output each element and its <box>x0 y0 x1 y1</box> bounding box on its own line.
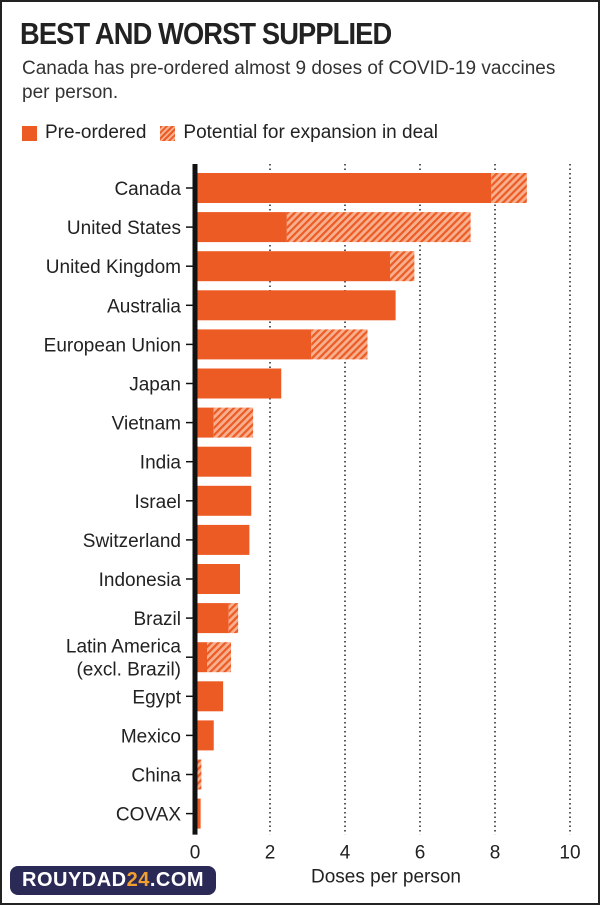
y-category-label: China <box>131 766 181 787</box>
bar-potential <box>213 407 254 438</box>
watermark-logo: ROUYDAD24.COM <box>10 866 217 895</box>
y-category-label: Australia <box>107 296 181 317</box>
legend-swatch-preordered <box>22 125 37 141</box>
bar-preordered <box>197 251 390 282</box>
chart-title: BEST AND WORST SUPPLIED <box>20 16 392 51</box>
bar-preordered <box>197 564 240 594</box>
x-tick-label: 6 <box>415 843 426 864</box>
bar-preordered <box>197 798 201 829</box>
bar-preordered <box>197 524 250 555</box>
y-category-label: Japan <box>129 375 181 396</box>
y-category-label: Latin America <box>66 637 182 658</box>
x-tick-label: 10 <box>559 843 580 864</box>
x-axis-label: Doses per person <box>311 867 461 888</box>
y-category-label: COVAX <box>116 805 181 826</box>
y-category-label: Egypt <box>132 687 181 708</box>
legend-label-preordered: Pre-ordered <box>45 122 147 143</box>
y-category-label: Indonesia <box>99 570 182 591</box>
bar-potential <box>286 212 471 243</box>
bar-preordered <box>197 720 214 751</box>
y-category-label: Canada <box>114 179 181 200</box>
bar-potential <box>491 173 527 203</box>
bar-potential <box>390 251 415 282</box>
legend-label-potential: Potential for expansion in deal <box>183 122 438 143</box>
bar-preordered <box>197 681 224 712</box>
y-category-label: Switzerland <box>83 531 181 552</box>
bar-preordered <box>197 485 252 516</box>
bar-potential <box>207 642 231 673</box>
y-category-label: United Kingdom <box>46 257 181 278</box>
x-tick-label: 4 <box>340 843 351 864</box>
bar-preordered <box>197 446 252 477</box>
y-category-label: Brazil <box>133 609 181 630</box>
y-category-label: European Union <box>44 335 181 356</box>
bar-preordered <box>197 603 229 634</box>
bar-potential <box>228 603 239 634</box>
bar-preordered <box>197 368 282 399</box>
y-category-label: India <box>140 453 182 474</box>
bar-preordered <box>197 329 312 360</box>
bar-potential <box>197 759 202 790</box>
bar-potential <box>311 329 368 360</box>
x-tick-label: 0 <box>190 843 201 864</box>
y-category-label: United States <box>67 218 181 239</box>
x-tick-label: 2 <box>265 843 276 864</box>
bar-preordered <box>197 290 396 321</box>
x-tick-label: 8 <box>490 843 501 864</box>
y-category-label: (excl. Brazil) <box>76 660 181 681</box>
y-category-label: Vietnam <box>112 414 181 435</box>
bar-preordered <box>197 407 214 438</box>
bar-preordered <box>197 642 207 673</box>
legend: Pre-ordered Potential for expansion in d… <box>22 122 438 144</box>
y-category-label: Israel <box>135 492 181 513</box>
chart-subtitle: Canada has pre-ordered almost 9 doses of… <box>22 58 556 103</box>
bar-preordered <box>197 173 492 203</box>
legend-swatch-potential <box>160 125 176 141</box>
bar-preordered <box>197 212 287 243</box>
y-category-label: Mexico <box>121 726 181 747</box>
